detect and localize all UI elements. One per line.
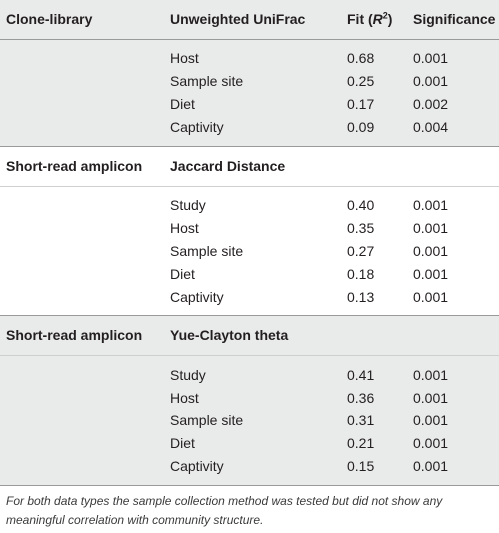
row-fit: 0.40: [347, 197, 375, 213]
row-significance: 0.001: [413, 266, 449, 282]
row-significance: 0.001: [413, 435, 449, 451]
section-metric: Jaccard Distance: [170, 158, 286, 174]
section-background: [0, 316, 499, 485]
table-footnote: For both data types the sample collectio…: [6, 494, 443, 527]
row-fit: 0.25: [347, 73, 375, 89]
row-label: Diet: [170, 266, 195, 282]
row-label: Host: [170, 50, 199, 66]
section-metric: Yue-Clayton theta: [170, 327, 289, 343]
row-fit: 0.31: [347, 412, 375, 428]
row-label: Host: [170, 390, 199, 406]
row-fit: 0.17: [347, 96, 375, 112]
row-significance: 0.001: [413, 367, 449, 383]
row-label: Captivity: [170, 119, 224, 135]
section-title: Short-read amplicon: [6, 158, 143, 174]
header-clone-library: Clone-library: [6, 11, 93, 27]
row-significance: 0.001: [413, 289, 449, 305]
section-subdivider: [0, 186, 499, 187]
header-fit: Fit (R2): [347, 10, 393, 27]
row-fit: 0.41: [347, 367, 375, 383]
row-fit: 0.09: [347, 119, 375, 135]
header-metric: Unweighted UniFrac: [170, 11, 306, 27]
row-significance: 0.001: [413, 390, 449, 406]
section-divider: [0, 315, 499, 316]
row-significance: 0.004: [413, 119, 449, 135]
row-label: Diet: [170, 435, 195, 451]
row-fit: 0.27: [347, 243, 375, 259]
row-significance: 0.001: [413, 412, 449, 428]
row-label: Study: [170, 367, 206, 383]
row-significance: 0.001: [413, 243, 449, 259]
row-significance: 0.001: [413, 197, 449, 213]
row-significance: 0.001: [413, 220, 449, 236]
row-fit: 0.36: [347, 390, 375, 406]
row-significance: 0.001: [413, 458, 449, 474]
row-fit: 0.35: [347, 220, 375, 236]
section-background: [0, 0, 499, 146]
row-label: Diet: [170, 96, 195, 112]
row-fit: 0.13: [347, 289, 375, 305]
row-significance: 0.001: [413, 73, 449, 89]
row-significance: 0.001: [413, 50, 449, 66]
row-fit: 0.68: [347, 50, 375, 66]
section-divider: [0, 146, 499, 147]
row-fit: 0.18: [347, 266, 375, 282]
header-significance: Significance: [413, 11, 496, 27]
section-subdivider: [0, 355, 499, 356]
row-label: Study: [170, 197, 206, 213]
row-label: Sample site: [170, 412, 244, 428]
header-divider: [0, 39, 499, 40]
table-bottom-rule: [0, 485, 499, 486]
row-label: Sample site: [170, 73, 244, 89]
row-fit: 0.21: [347, 435, 375, 451]
row-significance: 0.002: [413, 96, 449, 112]
section-title: Short-read amplicon: [6, 327, 143, 343]
row-fit: 0.15: [347, 458, 375, 474]
row-label: Captivity: [170, 458, 224, 474]
row-label: Sample site: [170, 243, 244, 259]
row-label: Captivity: [170, 289, 224, 305]
row-label: Host: [170, 220, 199, 236]
